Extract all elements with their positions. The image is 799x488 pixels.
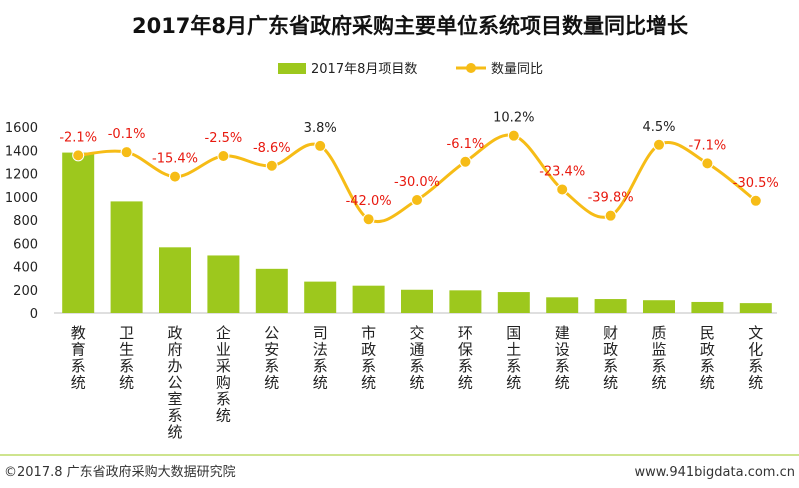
line-marker: [72, 149, 85, 162]
category-label: 交通系统: [409, 324, 424, 392]
bar: [110, 201, 143, 313]
line-marker: [556, 183, 569, 196]
line-marker: [362, 213, 375, 226]
line-marker: [314, 139, 327, 152]
bar-series: [62, 152, 772, 313]
footer-website: www.941bigdata.com.cn: [635, 465, 795, 480]
y-tick-label: 600: [13, 237, 38, 252]
y-tick-label: 1600: [5, 121, 38, 136]
chart-title: 2017年8月广东省政府采购主要单位系统项目数量同比增长: [132, 14, 689, 38]
pct-label: 3.8%: [304, 121, 337, 136]
category-label: 司法系统: [313, 324, 328, 392]
category-label: 质监系统: [651, 324, 666, 392]
pct-label: 10.2%: [493, 111, 534, 126]
bar: [546, 297, 579, 313]
pct-label: 4.5%: [642, 120, 675, 135]
line-marker: [411, 194, 423, 206]
line-marker: [217, 150, 230, 162]
category-label: 政府办公室系统: [167, 324, 182, 441]
legend-bar-swatch: [278, 63, 306, 74]
bar: [401, 289, 433, 313]
bar: [497, 292, 530, 313]
category-label: 企业采购系统: [216, 324, 231, 425]
category-label: 卫生系统: [119, 324, 134, 392]
bar: [739, 303, 772, 313]
bar: [352, 285, 385, 313]
category-label: 财政系统: [603, 324, 618, 392]
legend-line-label: 数量同比: [491, 62, 543, 77]
pct-label: -30.5%: [733, 176, 779, 191]
bar: [691, 301, 724, 313]
bar: [207, 255, 240, 313]
footer-copyright: ©2017.8 广东省政府采购大数据研究院: [4, 464, 236, 480]
category-label: 国土系统: [506, 324, 521, 392]
y-tick-label: 1400: [5, 144, 38, 159]
pct-label: -7.1%: [689, 138, 727, 153]
legend-line-marker: [466, 63, 476, 73]
line-marker: [120, 146, 133, 159]
bar: [62, 152, 95, 313]
y-tick-label: 1000: [5, 191, 38, 206]
pct-label: -6.1%: [447, 137, 485, 152]
pct-label: -2.1%: [59, 130, 97, 145]
y-tick-label: 200: [13, 284, 38, 299]
category-label: 公安系统: [264, 324, 279, 392]
pct-label: -2.5%: [205, 131, 243, 146]
bar: [594, 299, 627, 313]
category-label: 民政系统: [700, 324, 715, 392]
bar: [643, 300, 675, 313]
category-label: 市政系统: [361, 324, 376, 392]
pct-labels: -2.1% -0.1%-15.4%-2.5%-8.6%3.8%-42.0%-30.…: [59, 111, 778, 210]
line-marker: [604, 209, 617, 222]
pct-label: -42.0%: [346, 194, 392, 209]
y-tick-label: 400: [13, 261, 38, 276]
bar: [255, 268, 288, 313]
bar: [304, 281, 337, 313]
line-marker: [265, 159, 278, 172]
category-label: 文化系统: [748, 324, 763, 392]
legend-bar-label: 2017年8月项目数: [311, 62, 417, 77]
category-label: 环保系统: [458, 324, 473, 392]
line-marker: [749, 194, 762, 207]
line-marker: [459, 155, 472, 168]
pct-label: -0.1%: [108, 127, 146, 142]
bar: [159, 247, 191, 313]
category-label: 建设系统: [555, 324, 570, 392]
y-tick-label: 1200: [5, 168, 38, 183]
line-marker: [701, 157, 714, 170]
category-label: 教育系统: [71, 324, 86, 392]
line-marker: [507, 129, 520, 142]
bar: [449, 290, 482, 313]
line-markers: [72, 129, 762, 226]
pct-label: -8.6%: [253, 141, 291, 156]
legend: 2017年8月项目数 数量同比: [278, 62, 543, 77]
category-labels: 教育系统 卫生系统 政府办公室系统 企业采购系统 公安系统 司法系统 市政系统 交通系统 环保系…: [71, 324, 764, 441]
pct-label: -39.8%: [588, 191, 634, 206]
line-marker: [169, 170, 181, 183]
pct-label: -15.4%: [152, 152, 198, 167]
y-axis-ticks: 0 200 400 600 800 1000 1200 1400 1600: [5, 121, 38, 322]
pct-label: -23.4%: [539, 164, 585, 179]
y-tick-label: 800: [13, 214, 38, 229]
y-tick-label: 0: [30, 307, 38, 322]
pct-label: -30.0%: [394, 175, 440, 190]
line-marker: [653, 138, 665, 151]
